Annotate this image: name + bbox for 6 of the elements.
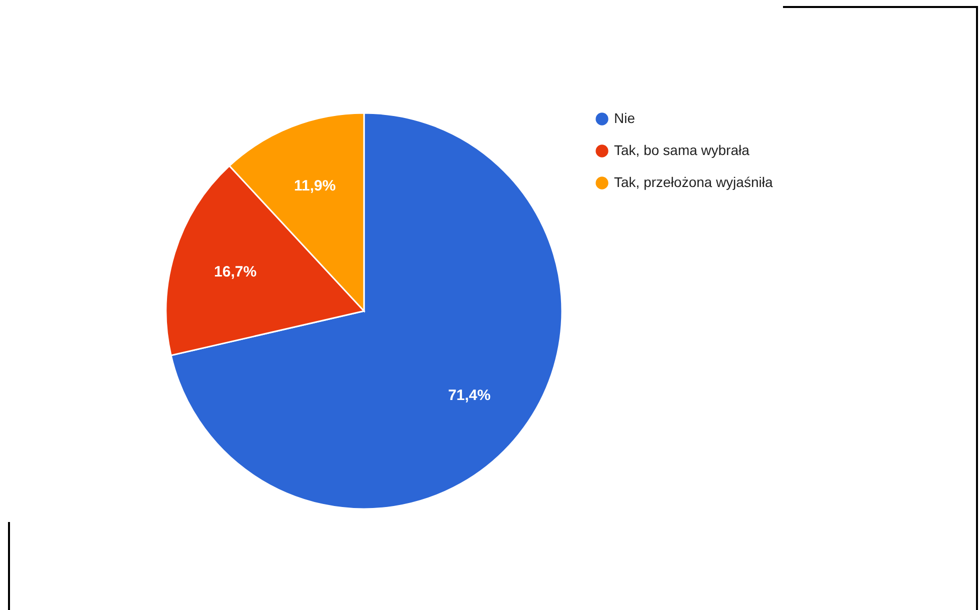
- data-label: 11,9%: [294, 178, 336, 195]
- legend-label: Tak, bo sama wybrała: [614, 142, 750, 158]
- legend-label: Tak, przełożona wyjaśniła: [614, 174, 773, 190]
- legend-label: Nie: [614, 110, 636, 126]
- data-label: 16,7%: [214, 263, 257, 280]
- data-label: 71,4%: [448, 386, 491, 404]
